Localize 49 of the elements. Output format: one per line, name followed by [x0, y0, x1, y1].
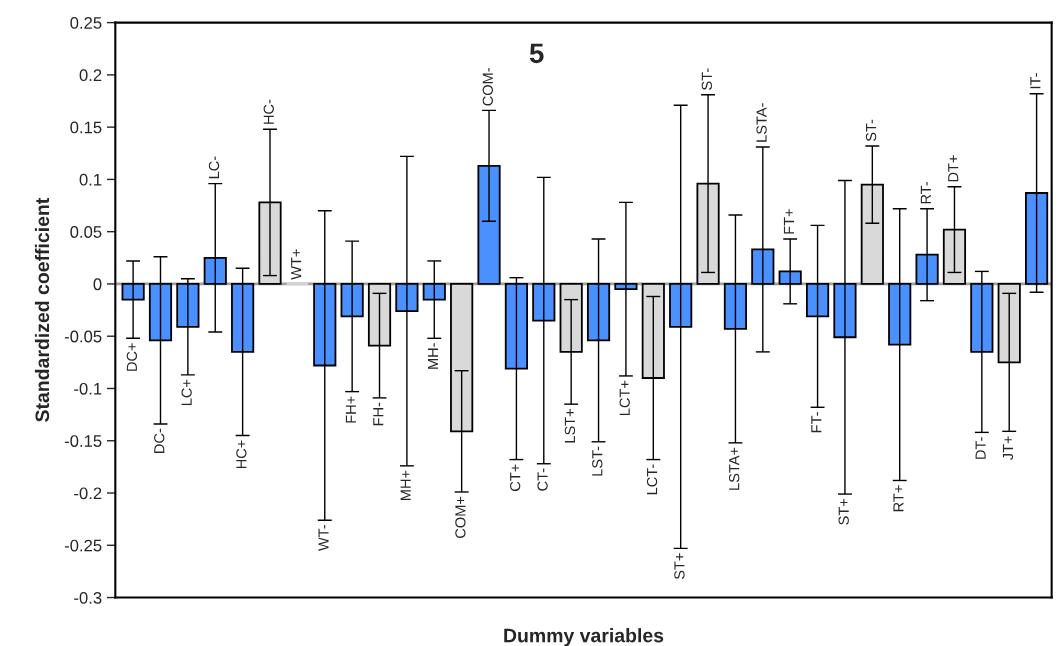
y-tick-label: -0.25 [64, 539, 102, 552]
x-tick-label: FH+ [345, 396, 356, 423]
y-axis-title: Standardized coefficient [34, 197, 50, 422]
x-tick-label: IT- [1030, 73, 1041, 89]
y-tick-label: 0 [93, 278, 102, 291]
y-tick-label: 0.15 [70, 121, 102, 134]
x-tick-label: DC+ [126, 343, 138, 371]
x-tick-label: ST+ [674, 553, 685, 580]
text: 5 [529, 43, 544, 64]
x-tick-label: LC- [208, 156, 220, 179]
y-tick-label: -0.05 [64, 330, 102, 343]
x-tick-label: RT- [920, 181, 931, 204]
x-tick-label: HC- [263, 99, 274, 124]
x-tick-label: COM- [482, 68, 493, 106]
x-tick-label: LC+ [181, 379, 192, 406]
x-tick-label: COM+ [455, 496, 466, 538]
x-tick-label: FT- [811, 412, 822, 433]
x-axis-title: Dummy variables [504, 628, 664, 646]
x-tick-label: CT+ [510, 464, 521, 491]
x-tick-label: FT+ [783, 209, 794, 234]
x-tick-label: MH+ [400, 470, 411, 501]
y-tick-label: -0.1 [74, 382, 102, 395]
y-tick-label: 0.1 [79, 173, 102, 186]
x-tick-label: ST+ [838, 498, 849, 525]
x-tick-label: LSTA+ [729, 447, 740, 490]
y-tick-label: -0.3 [74, 591, 102, 604]
y-tick-label: -0.2 [74, 487, 102, 500]
y-tick-label: 0.25 [70, 17, 102, 29]
x-tick-label: DC- [154, 428, 165, 453]
x-tick-label: DT+ [948, 155, 959, 182]
x-tick-label: DT- [975, 437, 986, 459]
x-tick-label: LCT- [646, 464, 658, 495]
x-tick-label: CT- [537, 468, 548, 491]
x-tick-label: HC+ [236, 440, 247, 469]
x-tick-label: FH- [373, 402, 384, 426]
x-tick-label: ST- [701, 68, 712, 90]
x-tick-label: RT+ [893, 485, 904, 512]
x-tick-label: LCT+ [619, 380, 630, 415]
y-tick-label: 0.05 [70, 226, 102, 238]
y-tick-label: -0.15 [64, 435, 102, 447]
x-tick-label: LST- [592, 446, 603, 476]
x-tick-label: JT+ [1002, 436, 1014, 461]
x-tick-label: WT+ [291, 249, 302, 280]
y-tick-label: 0.2 [79, 69, 102, 82]
x-tick-label: LSTA- [756, 103, 767, 142]
x-tick-label: WT- [318, 525, 329, 552]
x-tick-label: MH- [428, 343, 439, 369]
x-tick-label: LST+ [564, 409, 576, 443]
x-tick-label: ST- [865, 119, 877, 142]
